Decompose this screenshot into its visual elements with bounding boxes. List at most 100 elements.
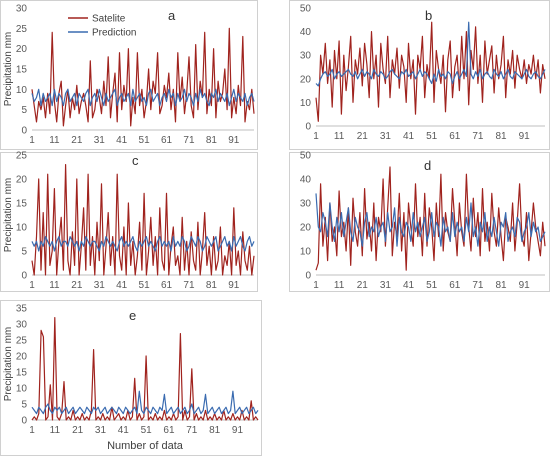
x-tick-label: 51 bbox=[426, 280, 438, 291]
series-line-satelite bbox=[31, 164, 255, 276]
x-tick-label: 41 bbox=[116, 135, 128, 146]
y-tick-label: 5 bbox=[21, 247, 27, 258]
x-tick-label: 81 bbox=[206, 280, 218, 291]
legend-entry: Satelite bbox=[92, 14, 126, 25]
y-tick-label: 10 bbox=[16, 85, 28, 96]
x-tick-label: 21 bbox=[357, 280, 369, 291]
x-tick-label: 11 bbox=[49, 280, 60, 291]
x-tick-label: 61 bbox=[449, 280, 461, 291]
y-axis-label: Precipitation mm bbox=[3, 178, 14, 252]
y-tick-label: 35 bbox=[16, 304, 28, 315]
x-tick-label: 61 bbox=[161, 280, 173, 291]
y-tick-label: 5 bbox=[21, 400, 27, 411]
series-line-satelite bbox=[315, 21, 546, 122]
x-tick-label: 31 bbox=[94, 135, 106, 146]
x-tick-label: 81 bbox=[495, 131, 507, 142]
panel-label: a bbox=[168, 8, 176, 23]
x-tick-label: 71 bbox=[183, 135, 195, 146]
y-tick-label: 20 bbox=[300, 223, 312, 234]
series-line-prediction bbox=[31, 88, 255, 107]
x-tick-label: 11 bbox=[50, 425, 61, 436]
x-tick-label: 21 bbox=[72, 425, 84, 436]
y-tick-label: 0 bbox=[21, 271, 27, 282]
x-tick-label: 31 bbox=[380, 280, 392, 291]
x-tick-label: 41 bbox=[116, 280, 128, 291]
y-tick-label: 20 bbox=[16, 352, 28, 363]
y-tick-label: 0 bbox=[21, 126, 27, 137]
x-axis-label: Number of data bbox=[107, 440, 184, 452]
series-line-prediction bbox=[31, 390, 259, 415]
x-tick-label: 11 bbox=[334, 280, 345, 291]
x-tick-label: 1 bbox=[313, 280, 319, 291]
series-line-prediction bbox=[31, 236, 255, 252]
x-tick-label: 1 bbox=[29, 135, 35, 146]
x-tick-label: 21 bbox=[71, 135, 83, 146]
y-tick-label: 5 bbox=[21, 105, 27, 116]
x-tick-label: 51 bbox=[139, 135, 151, 146]
y-tick-label: 25 bbox=[16, 336, 28, 347]
y-tick-label: 0 bbox=[305, 122, 311, 133]
x-tick-label: 1 bbox=[29, 425, 35, 436]
series-line-prediction bbox=[315, 21, 546, 87]
x-tick-label: 71 bbox=[186, 425, 198, 436]
x-tick-label: 21 bbox=[357, 131, 369, 142]
x-tick-label: 91 bbox=[519, 280, 531, 291]
y-tick-label: 15 bbox=[16, 368, 28, 379]
y-tick-label: 20 bbox=[16, 175, 28, 186]
x-tick-label: 61 bbox=[449, 131, 461, 142]
y-tick-label: 40 bbox=[300, 27, 312, 38]
y-tick-label: 30 bbox=[16, 320, 28, 331]
y-axis-label: Precipitation mm bbox=[3, 327, 14, 401]
x-tick-label: 91 bbox=[232, 425, 244, 436]
x-tick-label: 91 bbox=[519, 131, 531, 142]
x-tick-label: 1 bbox=[313, 131, 319, 142]
x-tick-label: 91 bbox=[228, 280, 240, 291]
x-tick-label: 81 bbox=[495, 280, 507, 291]
y-tick-label: 20 bbox=[300, 74, 312, 85]
y-tick-label: 50 bbox=[300, 151, 312, 162]
series-line-prediction bbox=[315, 193, 546, 247]
x-tick-label: 31 bbox=[95, 425, 107, 436]
y-tick-label: 40 bbox=[300, 175, 312, 186]
y-tick-label: 15 bbox=[16, 65, 28, 76]
x-tick-label: 71 bbox=[472, 280, 484, 291]
y-tick-label: 0 bbox=[21, 416, 27, 427]
y-tick-label: 10 bbox=[300, 247, 312, 258]
panel-label: e bbox=[129, 308, 136, 323]
x-tick-label: 51 bbox=[141, 425, 153, 436]
y-tick-label: 30 bbox=[300, 51, 312, 62]
series-line-satelite bbox=[31, 317, 259, 421]
x-tick-label: 51 bbox=[426, 131, 438, 142]
x-tick-label: 61 bbox=[163, 425, 175, 436]
y-tick-label: 25 bbox=[16, 24, 28, 35]
x-tick-label: 11 bbox=[49, 135, 60, 146]
x-tick-label: 41 bbox=[403, 131, 415, 142]
x-tick-label: 71 bbox=[472, 131, 484, 142]
legend-entry: Prediction bbox=[92, 28, 136, 39]
x-tick-label: 1 bbox=[29, 280, 35, 291]
x-tick-label: 81 bbox=[209, 425, 221, 436]
y-tick-label: 10 bbox=[16, 223, 28, 234]
y-tick-label: 0 bbox=[305, 271, 311, 282]
x-tick-label: 41 bbox=[403, 280, 415, 291]
panel-frame bbox=[289, 0, 550, 150]
y-tick-label: 15 bbox=[16, 199, 28, 210]
y-tick-label: 20 bbox=[16, 44, 28, 55]
y-axis-label: Precipitation mm bbox=[3, 32, 14, 106]
x-tick-label: 61 bbox=[161, 135, 173, 146]
x-tick-label: 81 bbox=[206, 135, 218, 146]
x-tick-label: 11 bbox=[334, 131, 345, 142]
y-tick-label: 30 bbox=[16, 4, 28, 15]
x-tick-label: 51 bbox=[139, 280, 151, 291]
y-tick-label: 10 bbox=[16, 384, 28, 395]
x-tick-label: 31 bbox=[380, 131, 392, 142]
x-tick-label: 41 bbox=[118, 425, 130, 436]
x-tick-label: 21 bbox=[71, 280, 83, 291]
y-tick-label: 30 bbox=[300, 199, 312, 210]
